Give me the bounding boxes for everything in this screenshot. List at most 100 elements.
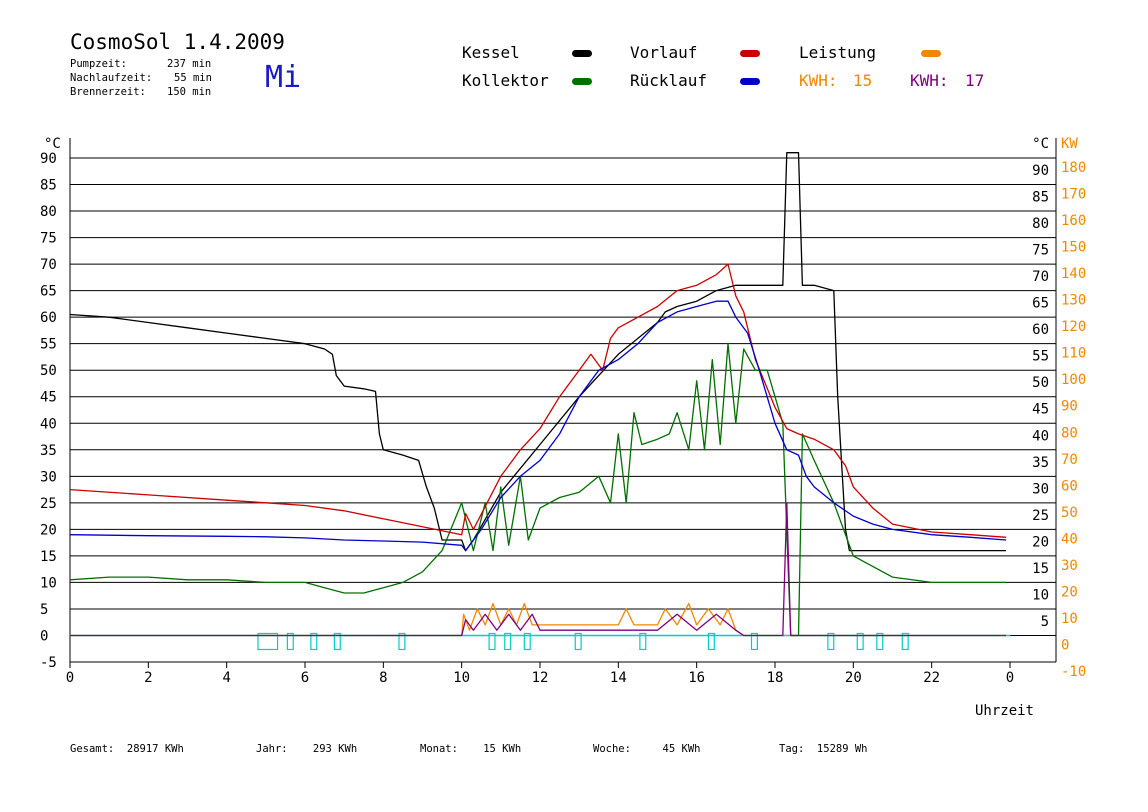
y-tick-left: 85 bbox=[40, 178, 57, 194]
pump-block bbox=[901, 632, 909, 651]
x-tick: 12 bbox=[532, 670, 549, 686]
x-tick: 22 bbox=[923, 670, 940, 686]
series-line-ruecklauf bbox=[69, 300, 1007, 552]
y-tick-right-kw: 50 bbox=[1061, 505, 1078, 521]
footer-jahr: Jahr: 293 KWh bbox=[256, 743, 358, 755]
x-tick: 2 bbox=[144, 670, 152, 686]
y-tick-left: 0 bbox=[40, 628, 48, 644]
pump-block bbox=[827, 632, 835, 651]
legend-vorlauf-swatch bbox=[740, 50, 760, 57]
x-tick: 10 bbox=[453, 670, 470, 686]
y-tick-left: 30 bbox=[40, 469, 57, 485]
series-line-kollektor bbox=[69, 343, 1007, 637]
y-tick-right-kw: 90 bbox=[1061, 399, 1078, 415]
y-tick-left: 25 bbox=[40, 496, 57, 512]
y-tick-right-c: 30 bbox=[1032, 481, 1049, 497]
y-tick-right-c: 5 bbox=[1041, 614, 1049, 630]
y-tick-left: 70 bbox=[40, 257, 57, 273]
y-tick-right-kw: 130 bbox=[1061, 293, 1086, 309]
legend-vorlauf: Vorlauf bbox=[630, 43, 698, 62]
y-tick-right-c: 55 bbox=[1032, 349, 1049, 365]
y-tick-right-kw: 110 bbox=[1061, 346, 1086, 362]
y-tick-right-c: 15 bbox=[1032, 561, 1049, 577]
nachlaufzeit-value: 55 min bbox=[174, 72, 212, 84]
y-tick-right-c: 85 bbox=[1032, 190, 1049, 206]
y-tick-right-kw: 150 bbox=[1061, 240, 1086, 256]
y-tick-left: 10 bbox=[40, 575, 57, 591]
x-tick: 6 bbox=[301, 670, 309, 686]
page-title: CosmoSol 1.4.2009 bbox=[70, 30, 285, 54]
series-line-vorlauf bbox=[69, 263, 1007, 538]
y-tick-right-kw: 40 bbox=[1061, 531, 1078, 547]
legend-ruecklauf-swatch bbox=[740, 78, 760, 85]
y-tick-right-kw: 120 bbox=[1061, 319, 1086, 335]
y-tick-right-c: 60 bbox=[1032, 322, 1049, 338]
pump-block bbox=[856, 632, 864, 651]
footer-woche: Woche: 45 KWh bbox=[593, 743, 701, 755]
legend-ruecklauf: Rücklauf bbox=[630, 71, 708, 90]
pump-block bbox=[750, 632, 758, 651]
pump-block bbox=[639, 632, 647, 651]
y-tick-right-c: 10 bbox=[1032, 587, 1049, 603]
pump-block bbox=[398, 632, 406, 651]
brennerzeit-value: 150 min bbox=[167, 86, 212, 98]
x-tick: 18 bbox=[767, 670, 784, 686]
y-tick-right-kw: 80 bbox=[1061, 425, 1078, 441]
x-tick: 0 bbox=[66, 670, 74, 686]
y-tick-left: 55 bbox=[40, 337, 57, 353]
pump-block bbox=[574, 632, 582, 651]
tick-labels: -5051015202530354045505560657075808590°C… bbox=[40, 136, 1086, 719]
pump-block bbox=[488, 632, 496, 651]
footer-monat: Monat: 15 KWh bbox=[420, 743, 522, 755]
footer-tag: Tag: 15289 Wh bbox=[779, 743, 868, 755]
y-axis-label-right-c: °C bbox=[1032, 136, 1049, 152]
pump-block bbox=[286, 632, 294, 651]
legend-kollektor: Kollektor bbox=[462, 71, 549, 90]
y-tick-right-kw: 0 bbox=[1061, 637, 1069, 653]
x-tick: 4 bbox=[222, 670, 230, 686]
y-tick-right-c: 50 bbox=[1032, 375, 1049, 391]
y-axis-label-left: °C bbox=[44, 136, 61, 152]
weekday-label: Mi bbox=[265, 60, 302, 95]
x-tick: 16 bbox=[688, 670, 705, 686]
x-tick: 0 bbox=[1006, 670, 1014, 686]
footer-gesamt: Gesamt: 28917 KWh bbox=[70, 743, 184, 755]
y-tick-right-c: 80 bbox=[1032, 216, 1049, 232]
pumpzeit-value: 237 min bbox=[167, 58, 212, 70]
y-tick-left: 5 bbox=[40, 602, 48, 618]
pump-block bbox=[523, 632, 531, 651]
x-tick: 20 bbox=[845, 670, 862, 686]
brennerzeit-label: Brennerzeit: bbox=[70, 86, 146, 98]
y-tick-left: 60 bbox=[40, 310, 57, 326]
y-tick-left: 20 bbox=[40, 522, 57, 538]
y-tick-right-c: 20 bbox=[1032, 534, 1049, 550]
y-tick-right-kw: 30 bbox=[1061, 558, 1078, 574]
y-tick-right-kw: 20 bbox=[1061, 584, 1078, 600]
pump-block bbox=[333, 632, 341, 651]
y-tick-right-kw: 140 bbox=[1061, 266, 1086, 282]
kwh1-label: KWH: bbox=[799, 71, 838, 90]
y-tick-left: 40 bbox=[40, 416, 57, 432]
x-tick: 14 bbox=[610, 670, 627, 686]
x-tick: 8 bbox=[379, 670, 387, 686]
y-tick-left: 65 bbox=[40, 284, 57, 300]
pump-block bbox=[504, 632, 512, 651]
pump-block bbox=[257, 632, 279, 651]
kwh2-value: 17 bbox=[965, 71, 985, 90]
pumpzeit-label: Pumpzeit: bbox=[70, 58, 127, 70]
series-line-kessel bbox=[69, 152, 1007, 552]
nachlaufzeit-label: Nachlaufzeit: bbox=[70, 72, 153, 84]
y-tick-right-kw: 10 bbox=[1061, 611, 1078, 627]
y-tick-left: 80 bbox=[40, 204, 57, 220]
y-tick-right-kw: 60 bbox=[1061, 478, 1078, 494]
y-tick-left: -5 bbox=[40, 655, 57, 671]
pump-block bbox=[876, 632, 884, 651]
y-tick-right-c: 35 bbox=[1032, 455, 1049, 471]
legend-kessel-swatch bbox=[572, 50, 592, 57]
y-tick-left: 75 bbox=[40, 231, 57, 247]
y-tick-left: 15 bbox=[40, 549, 57, 565]
y-tick-left: 45 bbox=[40, 390, 57, 406]
y-tick-right-c: 70 bbox=[1032, 269, 1049, 285]
kwh1-value: 15 bbox=[853, 71, 873, 90]
y-tick-right-kw: 170 bbox=[1061, 187, 1086, 203]
